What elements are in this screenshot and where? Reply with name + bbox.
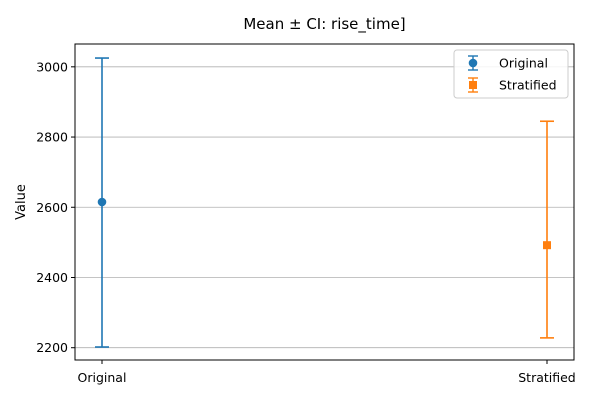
chart-title: Mean ± CI: rise_time] [243,15,405,34]
x-tick-label: Original [78,370,127,385]
legend-label: Original [499,56,548,71]
y-ticks: 2200 2400 2600 2800 3000 [36,59,75,355]
mean-marker [543,241,551,250]
legend-marker [469,81,477,89]
legend-entry: Stratified [468,77,557,93]
series-stratified [540,120,554,339]
mean-marker [97,197,107,207]
x-ticks: Original Stratified [78,360,576,385]
legend-box [453,49,569,99]
y-tick-label: 2600 [36,200,68,215]
grid-lines [75,66,574,349]
x-tick-label: Stratified [518,370,576,385]
series-original [95,57,109,348]
y-tick-label: 2800 [36,130,68,145]
legend: Original Stratified [453,49,569,99]
series-layer [95,57,554,348]
y-tick-label: 2400 [36,270,68,285]
legend-label: Stratified [499,78,557,93]
legend-entry: Original [468,55,548,71]
y-axis-label: Value [14,184,29,220]
y-tick-label: 3000 [36,59,68,74]
legend-marker [468,58,478,68]
plot-frame [74,43,575,361]
y-tick-label: 2200 [36,340,68,355]
